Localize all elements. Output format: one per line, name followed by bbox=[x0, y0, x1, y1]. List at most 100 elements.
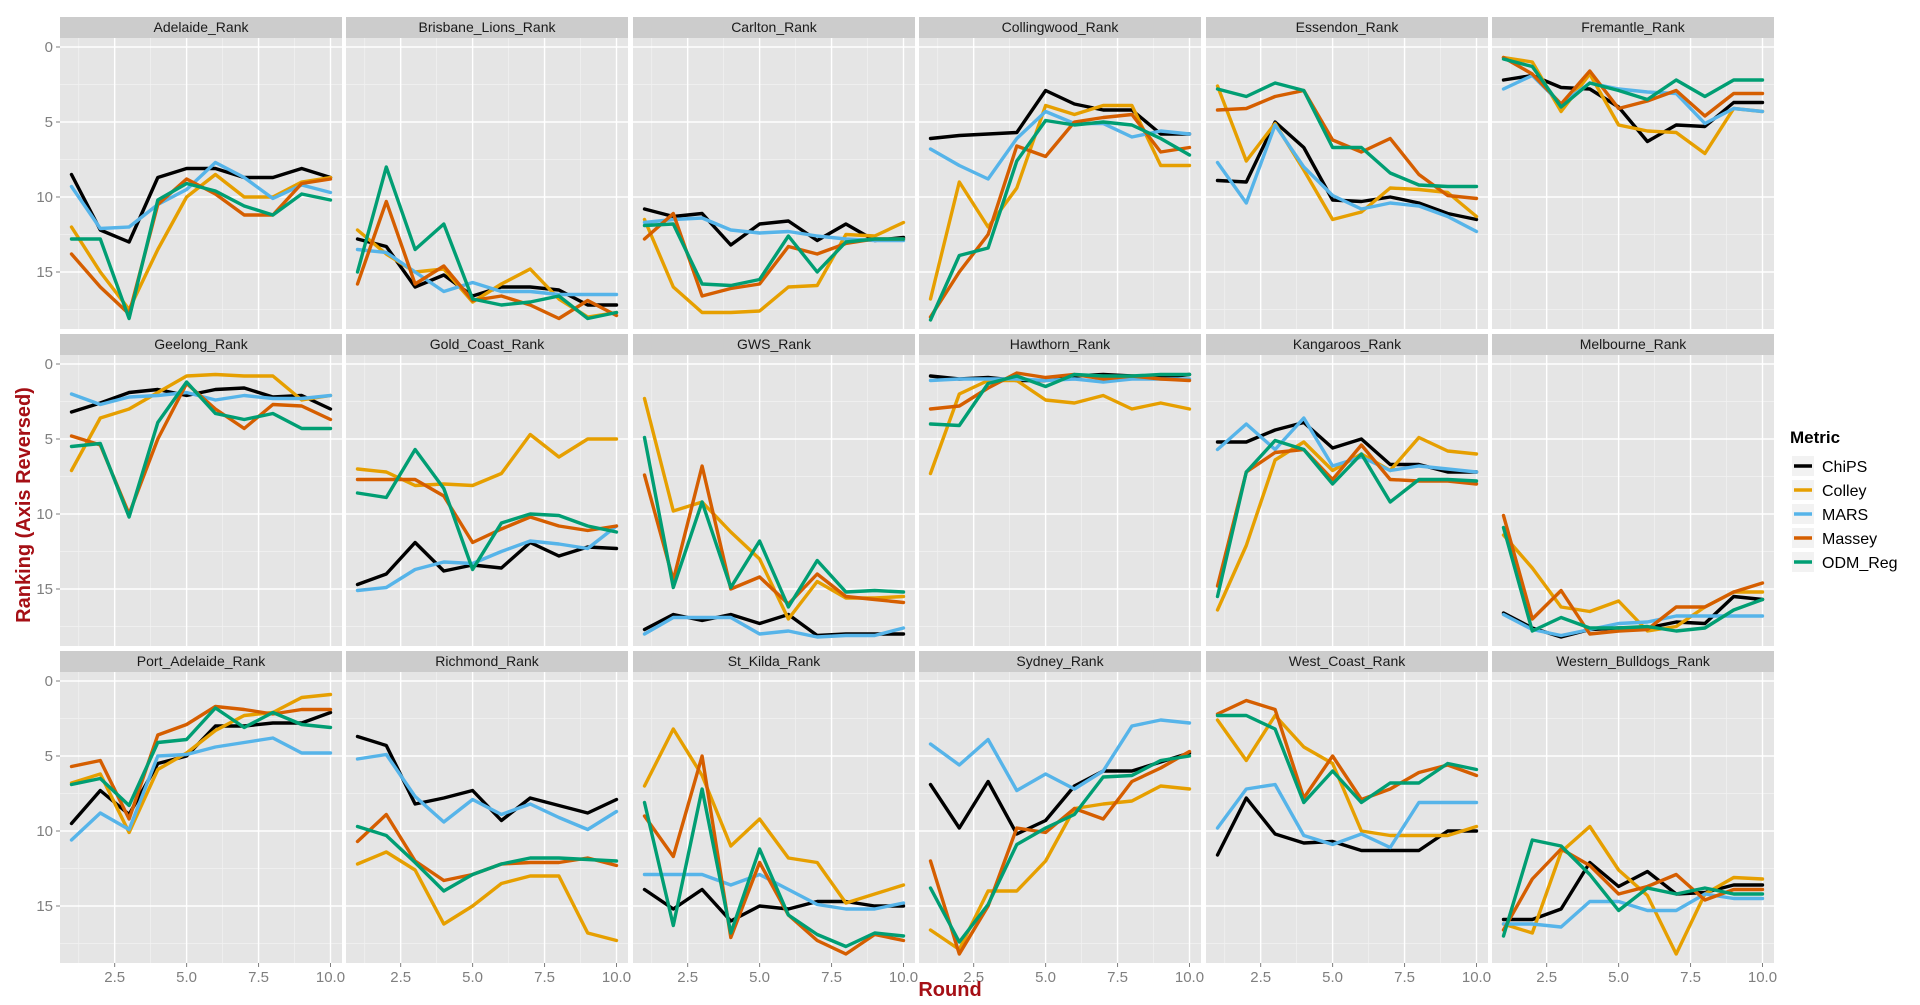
facet-title: Essendon_Rank bbox=[1296, 19, 1400, 35]
x-tick-label: 5.0 bbox=[1035, 969, 1056, 986]
panel-Geelong_Rank: Geelong_Rank 0 5 10 15 bbox=[36, 334, 342, 646]
series-line-ChiPS bbox=[928, 88, 1192, 141]
x-tick-label: 2.5 bbox=[1250, 969, 1271, 986]
facet-title: Richmond_Rank bbox=[435, 653, 539, 669]
facet-title: Gold_Coast_Rank bbox=[430, 336, 545, 352]
series-line-Massey bbox=[1501, 513, 1765, 636]
facet-title: Port_Adelaide_Rank bbox=[137, 653, 266, 669]
series-line-MARS bbox=[642, 615, 906, 639]
x-tick-label: 7.5 bbox=[534, 969, 555, 986]
y-tick-label: 0 bbox=[45, 673, 53, 690]
series-line-ODM_Reg bbox=[69, 181, 333, 321]
panel-Collingwood_Rank: Collingwood_Rank bbox=[919, 17, 1201, 329]
y-tick-label: 15 bbox=[36, 581, 53, 598]
facet-strip bbox=[346, 17, 628, 38]
legend-label: ChiPS bbox=[1822, 459, 1867, 476]
x-tick-label: 10.0 bbox=[316, 969, 345, 986]
x-tick-label: 10.0 bbox=[602, 969, 631, 986]
series-line-Colley bbox=[1215, 84, 1479, 222]
panel-St_Kilda_Rank: St_Kilda_Rank 2.5 5.0 7.5 10.0 bbox=[633, 651, 918, 986]
facet-title: Western_Bulldogs_Rank bbox=[1556, 653, 1711, 669]
panel-Kangaroos_Rank: Kangaroos_Rank bbox=[1206, 334, 1488, 646]
x-tick-label: 7.5 bbox=[248, 969, 269, 986]
series-line-ODM_Reg bbox=[1501, 57, 1765, 109]
x-tick-label: 10.0 bbox=[1175, 969, 1204, 986]
plot-background bbox=[1206, 38, 1488, 329]
facet-title: Kangaroos_Rank bbox=[1293, 336, 1402, 352]
series-line-ODM_Reg bbox=[355, 824, 619, 893]
y-tick-label: 0 bbox=[45, 356, 53, 373]
series-line-MARS bbox=[1215, 782, 1479, 850]
facet-strip bbox=[1492, 334, 1774, 355]
panel-West_Coast_Rank: West_Coast_Rank 2.5 5.0 7.5 10.0 bbox=[1206, 651, 1491, 986]
series-line-MARS bbox=[1501, 612, 1765, 638]
x-tick-label: 5.0 bbox=[1608, 969, 1629, 986]
x-tick-label: 10.0 bbox=[1462, 969, 1491, 986]
series-line-ODM_Reg bbox=[1215, 81, 1479, 189]
series-line-Colley bbox=[642, 727, 906, 905]
facet-title: Hawthorn_Rank bbox=[1010, 336, 1111, 352]
series-line-MARS bbox=[355, 247, 619, 297]
series-line-ChiPS bbox=[642, 207, 906, 247]
series-line-MARS bbox=[355, 524, 619, 593]
series-line-MARS bbox=[928, 718, 1192, 793]
x-tick-label: 2.5 bbox=[677, 969, 698, 986]
facet-title: Sydney_Rank bbox=[1016, 653, 1104, 669]
series-line-Massey bbox=[355, 477, 619, 545]
panel-Carlton_Rank: Carlton_Rank bbox=[633, 17, 915, 329]
plot-background bbox=[633, 355, 915, 646]
y-tick-label: 10 bbox=[36, 823, 53, 840]
panel-Hawthorn_Rank: Hawthorn_Rank bbox=[919, 334, 1201, 646]
x-tick-label: 5.0 bbox=[176, 969, 197, 986]
series-line-Colley bbox=[355, 850, 619, 943]
series-line-Massey bbox=[642, 754, 906, 956]
series-line-ODM_Reg bbox=[642, 435, 906, 609]
series-line-MARS bbox=[1215, 123, 1479, 234]
facet-strip bbox=[60, 334, 342, 355]
panel-Brisbane_Lions_Rank: Brisbane_Lions_Rank bbox=[346, 17, 628, 329]
plot-background bbox=[633, 38, 915, 329]
facet-strip bbox=[346, 334, 628, 355]
series-line-ChiPS bbox=[69, 166, 333, 244]
y-tick-label: 10 bbox=[36, 506, 53, 523]
series-line-ODM_Reg bbox=[69, 706, 333, 808]
y-tick-label: 15 bbox=[36, 898, 53, 915]
facet-title: West_Coast_Rank bbox=[1289, 653, 1406, 669]
y-tick-label: 5 bbox=[45, 431, 53, 448]
legend-label: ODM_Reg bbox=[1822, 555, 1898, 572]
legend-entry-MARS: MARS bbox=[1792, 504, 1868, 524]
series-line-ODM_Reg bbox=[69, 380, 333, 519]
series-line-ChiPS bbox=[642, 887, 906, 923]
panel-Richmond_Rank: Richmond_Rank 2.5 5.0 7.5 10.0 bbox=[346, 651, 631, 986]
facet-title: St_Kilda_Rank bbox=[728, 653, 822, 669]
y-tick-label: 0 bbox=[45, 39, 53, 56]
facet-strip bbox=[1492, 651, 1774, 672]
series-line-Massey bbox=[1501, 847, 1765, 932]
x-axis-title: Round bbox=[918, 979, 981, 1001]
series-line-Colley bbox=[69, 372, 333, 473]
x-tick-label: 7.5 bbox=[1680, 969, 1701, 986]
facet-strip bbox=[919, 651, 1201, 672]
facet-strip bbox=[1206, 334, 1488, 355]
series-line-Massey bbox=[1215, 698, 1479, 802]
facet-strip bbox=[633, 17, 915, 38]
facet-title: Collingwood_Rank bbox=[1002, 19, 1120, 35]
facet-strip bbox=[346, 651, 628, 672]
facet-strip bbox=[919, 17, 1201, 38]
x-tick-label: 10.0 bbox=[1748, 969, 1777, 986]
x-tick-label: 2.5 bbox=[104, 969, 125, 986]
x-tick-label: 2.5 bbox=[1536, 969, 1557, 986]
series-line-Massey bbox=[355, 199, 619, 321]
series-line-Colley bbox=[1501, 824, 1765, 956]
plot-background bbox=[1206, 355, 1488, 646]
series-line-Colley bbox=[928, 378, 1192, 476]
series-line-MARS bbox=[69, 160, 333, 231]
facet-strip bbox=[1206, 651, 1488, 672]
series-line-Colley bbox=[642, 217, 906, 315]
plot-background bbox=[346, 672, 628, 963]
panel-Adelaide_Rank: Adelaide_Rank 0 5 10 15 bbox=[36, 17, 342, 329]
plot-background bbox=[633, 672, 915, 963]
y-tick-label: 5 bbox=[45, 114, 53, 131]
y-tick-label: 10 bbox=[36, 189, 53, 206]
panel-Fremantle_Rank: Fremantle_Rank bbox=[1492, 17, 1774, 329]
